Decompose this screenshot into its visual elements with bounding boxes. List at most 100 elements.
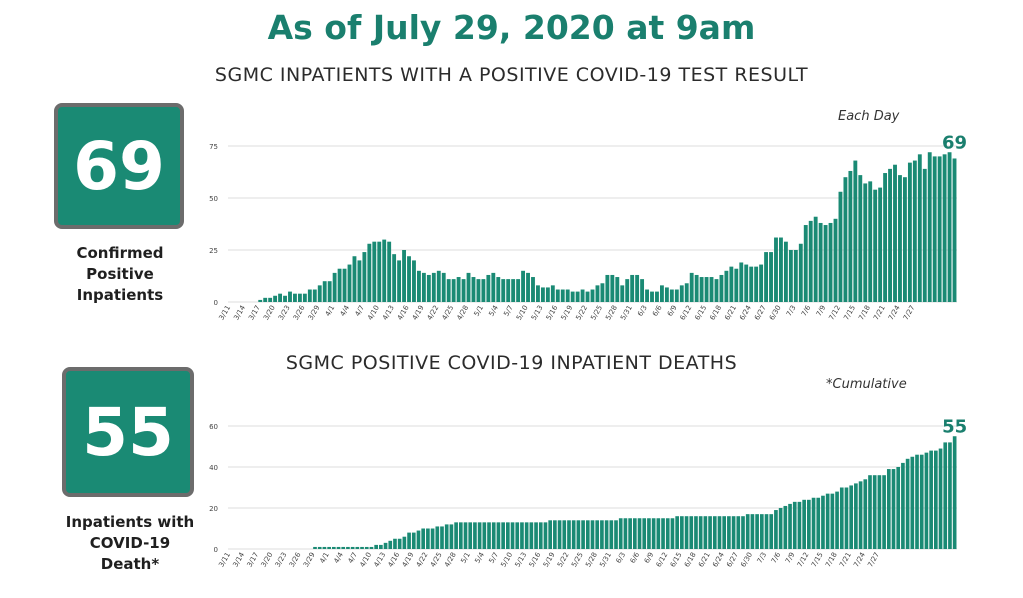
bar: [632, 518, 637, 549]
bar: [382, 239, 387, 302]
bar: [898, 175, 902, 302]
bar: [347, 264, 352, 302]
bar: [708, 516, 712, 549]
x-tick-label: 5/19: [560, 304, 575, 322]
x-tick-label: 5/22: [574, 304, 589, 322]
x-tick-label: 6/3: [615, 551, 628, 565]
bar: [327, 281, 332, 302]
bar: [774, 510, 778, 549]
bar: [397, 260, 402, 302]
bar: [674, 289, 679, 302]
bar: [625, 279, 630, 302]
bar: [755, 514, 759, 549]
badge-label-line: Death*: [100, 555, 160, 573]
bar: [466, 272, 471, 302]
bar: [651, 518, 656, 549]
deaths-badge-label: Inpatients with COVID-19 Death*: [50, 512, 210, 575]
bar: [877, 475, 882, 549]
bar: [854, 483, 858, 549]
bar: [377, 241, 382, 302]
x-tick-label: 6/27: [725, 551, 740, 569]
bar: [922, 168, 927, 302]
x-tick-label: 7/3: [756, 551, 769, 565]
bar: [471, 277, 476, 302]
x-tick-label: 5/22: [556, 551, 571, 569]
bar: [515, 522, 520, 549]
bar: [388, 540, 393, 549]
x-tick-label: 6/6: [651, 304, 664, 318]
x-tick-label: 7/21: [838, 551, 853, 569]
x-tick-label: 4/10: [366, 304, 381, 322]
bar: [849, 485, 854, 549]
bar: [421, 528, 426, 549]
bar: [902, 177, 907, 302]
x-tick-label: 7/3: [785, 304, 798, 318]
x-tick-label: 4/10: [358, 551, 373, 569]
x-tick-label: 3/11: [217, 304, 232, 322]
x-tick-label: 6/15: [669, 551, 684, 569]
bar: [531, 277, 535, 302]
bar: [604, 520, 609, 549]
bar: [655, 291, 659, 302]
bar: [595, 285, 600, 302]
bar: [560, 289, 565, 302]
bar: [684, 283, 689, 302]
bar: [630, 274, 635, 302]
bar: [435, 526, 440, 549]
bar: [545, 287, 550, 302]
bar: [516, 279, 521, 302]
bar: [571, 520, 576, 549]
bar: [550, 285, 555, 302]
bar: [927, 152, 932, 302]
bar: [553, 520, 557, 549]
bar: [510, 522, 515, 549]
bar: [610, 274, 615, 302]
bar: [273, 295, 278, 302]
bar: [816, 497, 821, 549]
x-tick-label: 4/25: [441, 304, 456, 322]
bar: [506, 279, 511, 302]
bar: [642, 518, 647, 549]
x-tick-label: 5/7: [488, 551, 501, 565]
bar: [322, 281, 327, 302]
bar: [454, 522, 458, 549]
x-tick-label: 5/31: [619, 304, 634, 322]
bar: [521, 270, 526, 302]
bar: [342, 268, 347, 302]
bar: [487, 522, 491, 549]
bar: [883, 173, 888, 302]
bar: [901, 462, 905, 549]
bar: [798, 243, 803, 302]
x-tick-label: 7/24: [852, 551, 867, 569]
bar: [709, 277, 714, 302]
bar: [779, 237, 783, 302]
bar: [444, 524, 449, 549]
bar: [893, 164, 897, 302]
bar: [788, 250, 793, 302]
x-tick-label: 5/4: [473, 551, 486, 565]
bar: [426, 274, 431, 302]
bar: [534, 522, 538, 549]
bar: [307, 289, 312, 302]
bar: [520, 522, 524, 549]
bar: [575, 291, 580, 302]
bar: [456, 277, 461, 302]
bar: [744, 264, 749, 302]
bar: [650, 291, 654, 302]
bar: [468, 522, 473, 549]
x-tick-label: 4/16: [396, 304, 411, 322]
x-tick-label: 7/18: [824, 551, 839, 569]
bar: [712, 516, 717, 549]
bar: [446, 279, 451, 302]
bar: [536, 285, 540, 302]
x-tick-label: 6/21: [723, 304, 738, 322]
bar: [567, 520, 571, 549]
bar: [802, 499, 806, 549]
bar: [739, 262, 744, 302]
bar: [369, 546, 374, 549]
bar: [331, 546, 336, 549]
x-tick-label: 3/11: [217, 551, 232, 569]
x-tick-label: 3/23: [274, 551, 289, 569]
bar: [628, 518, 632, 549]
